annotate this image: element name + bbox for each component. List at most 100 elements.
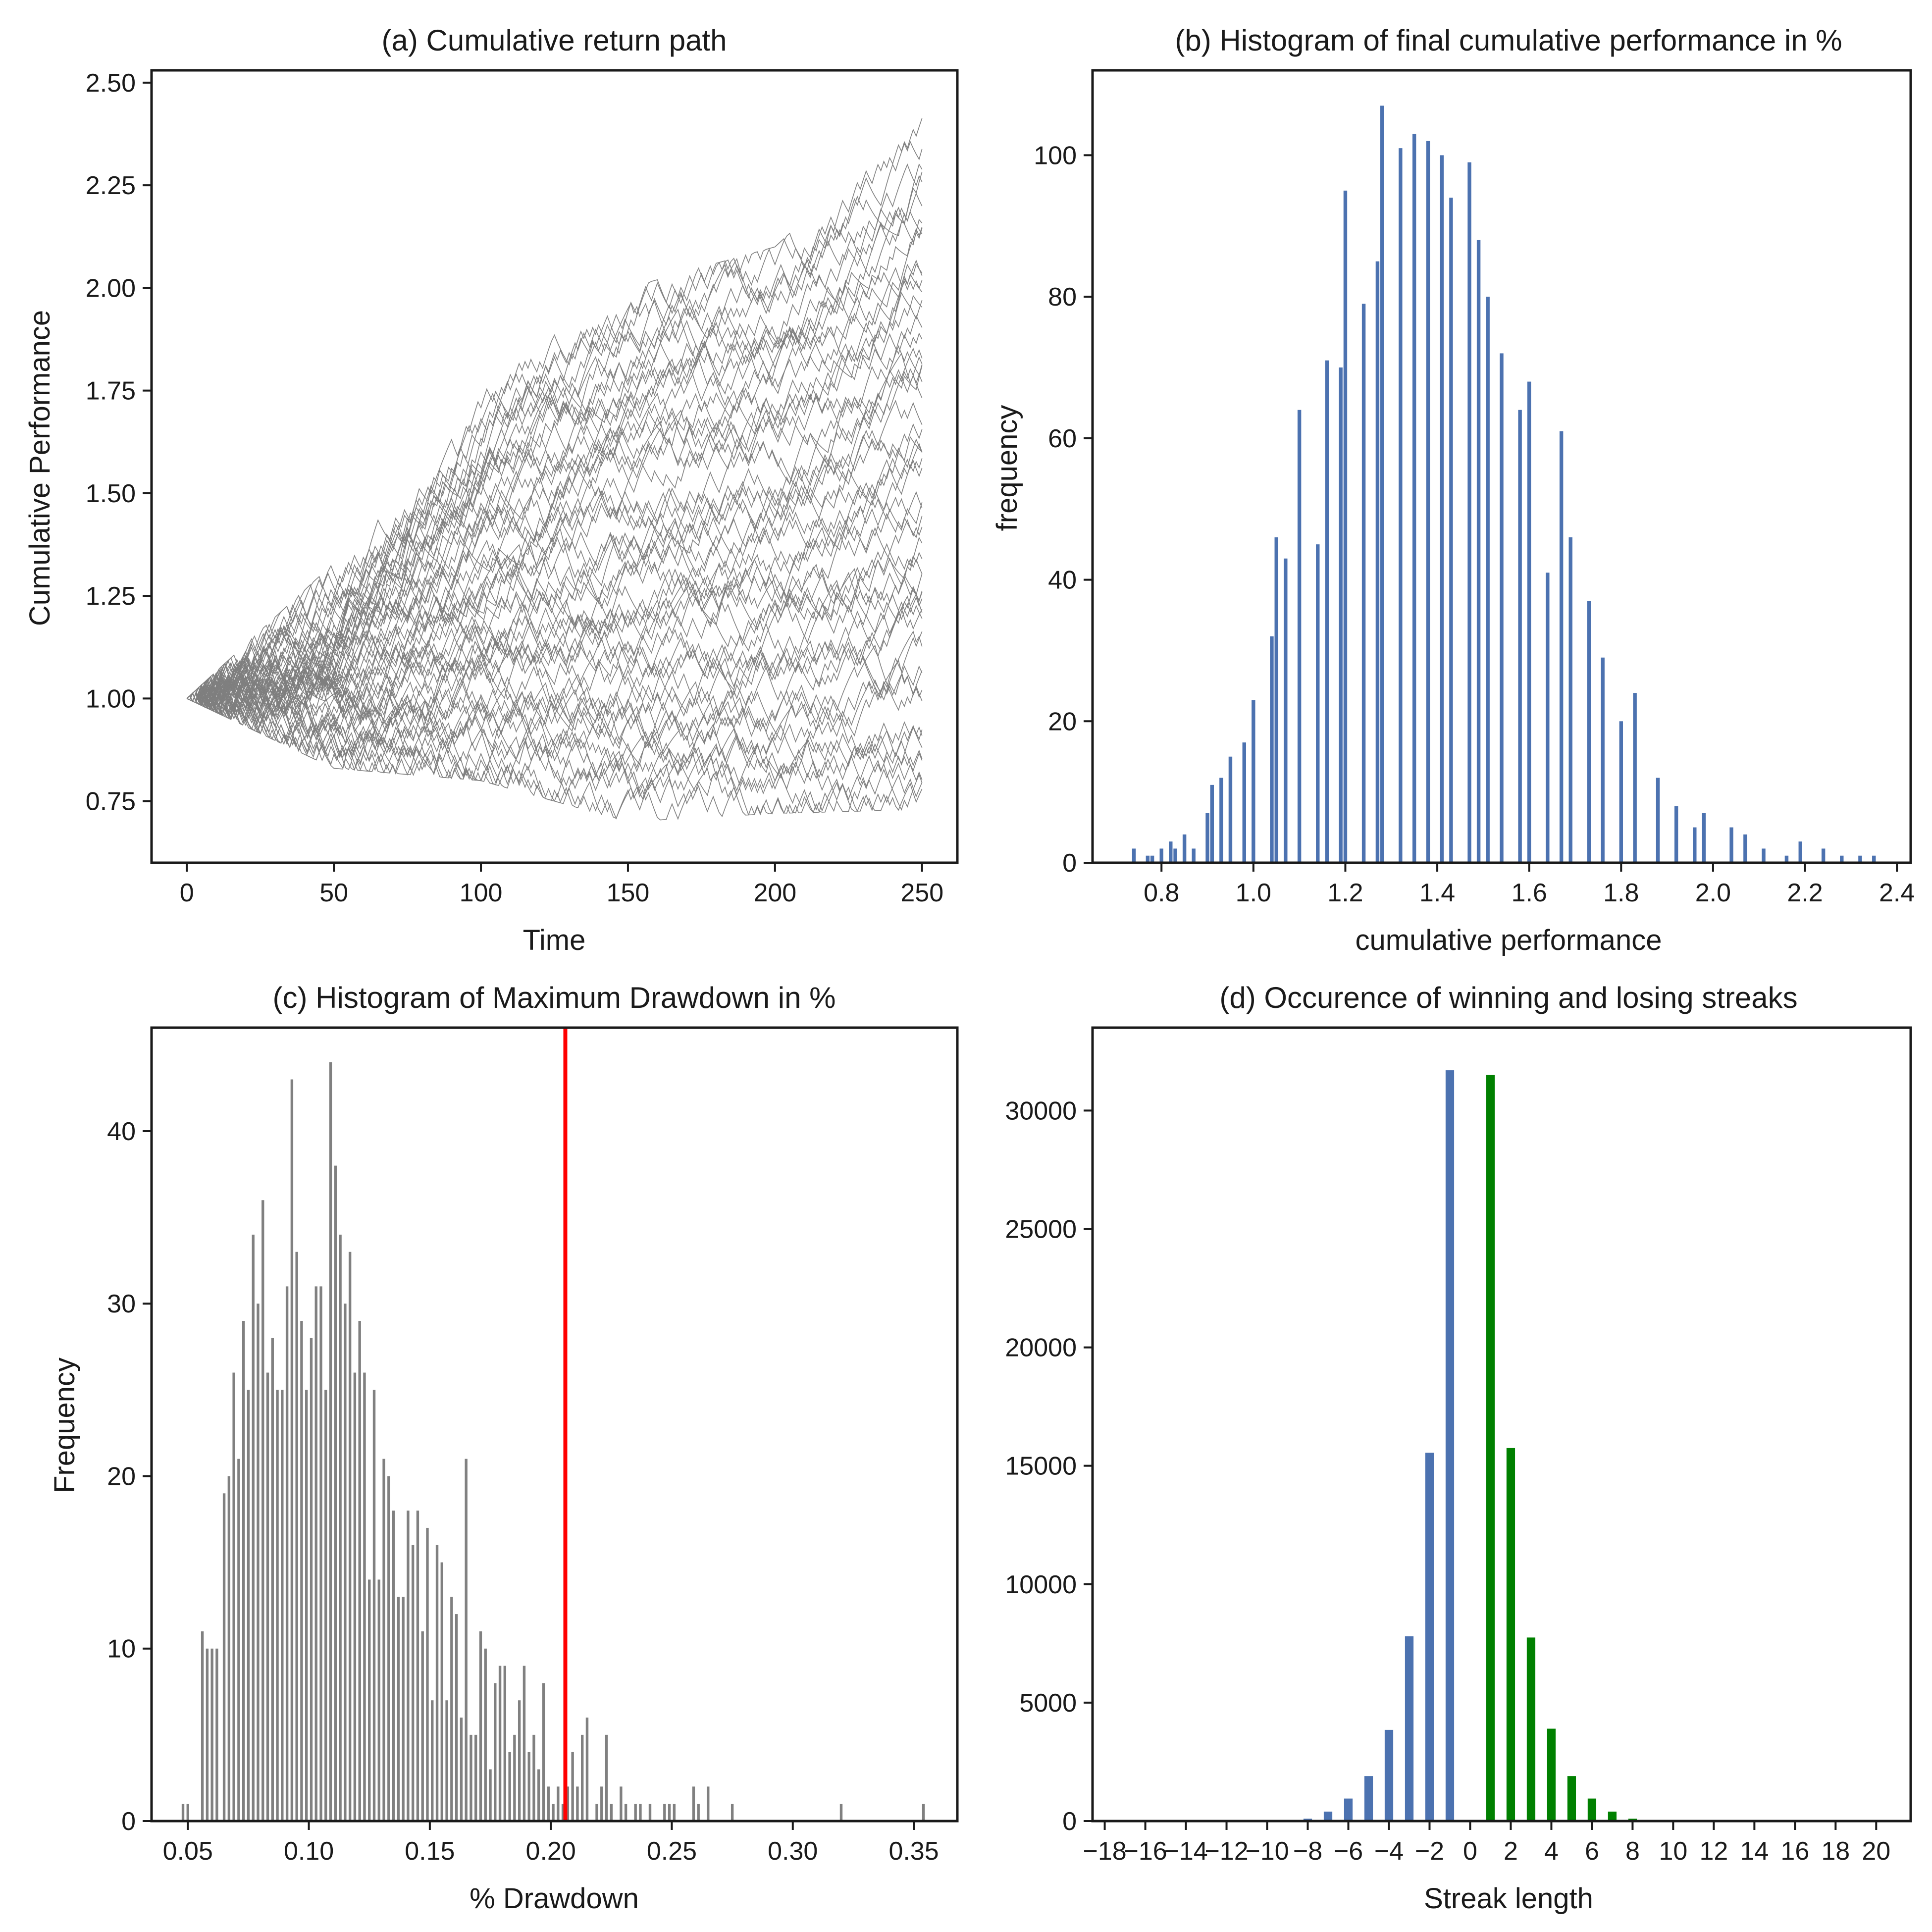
- panel-b-bar: [1500, 353, 1504, 863]
- panel-c-bar: [610, 1804, 613, 1821]
- panel-a-path-series: [186, 218, 923, 702]
- panel-b-bar: [1693, 827, 1697, 863]
- panel-a-path-series: [186, 681, 923, 796]
- panel-d-title: (d) Occurence of winning and losing stre…: [1219, 981, 1797, 1014]
- panel-d-bars: [1303, 1070, 1637, 1821]
- panel-a-path-series: [186, 689, 923, 811]
- panel-c-bar: [387, 1476, 390, 1821]
- panel-b-xtick-label: 1.8: [1603, 879, 1639, 907]
- panel-b-xtick-label: 1.4: [1419, 879, 1455, 907]
- panel-c-bar: [300, 1321, 303, 1821]
- panel-d-xtick-label: 4: [1544, 1837, 1559, 1866]
- panel-c-bar: [421, 1631, 424, 1821]
- panel-a-path-series: [186, 260, 923, 715]
- panel-c-bar: [271, 1338, 274, 1821]
- panel-c-title: (c) Histogram of Maximum Drawdown in %: [273, 981, 836, 1014]
- panel-a-path-series: [186, 163, 923, 718]
- panel-a-path-series: [186, 210, 923, 708]
- panel-a-path-series: [186, 347, 923, 708]
- panel-c-bar: [620, 1786, 623, 1821]
- panel-c-ytick-label: 40: [107, 1117, 136, 1146]
- panel-a-path-series: [186, 558, 923, 716]
- panel-a-cumulative-return-path: (a) Cumulative return path Time Cumulati…: [24, 24, 959, 956]
- panel-c-bar: [281, 1390, 284, 1821]
- panel-d-frame: [1091, 1026, 1912, 1823]
- panel-a-xtick-label: 200: [753, 879, 796, 907]
- panel-c-bar: [435, 1545, 439, 1821]
- panel-a-path-series: [186, 557, 923, 733]
- panel-b-bar: [1872, 855, 1876, 863]
- panel-a-path-series: [186, 314, 923, 714]
- panel-c-bar: [266, 1372, 269, 1821]
- panel-a-lines: [186, 118, 923, 821]
- panel-b-bar: [1587, 601, 1591, 863]
- panel-c-bar: [416, 1511, 419, 1821]
- panel-c-bar: [494, 1683, 497, 1821]
- panel-c-bar: [445, 1700, 448, 1821]
- panel-d-xtick-label: −6: [1334, 1837, 1363, 1866]
- panel-d-streak-occurrence: (d) Occurence of winning and losing stre…: [1005, 981, 1912, 1915]
- panel-d-bar-losing-streaks: [1364, 1776, 1373, 1821]
- panel-c-bar: [348, 1252, 352, 1821]
- panel-c-bar: [470, 1734, 472, 1821]
- panel-c-xtick-label: 0.10: [284, 1837, 334, 1866]
- panel-d-xtick-label: 12: [1699, 1837, 1728, 1866]
- panel-c-bar: [663, 1804, 666, 1821]
- panel-c-bar: [450, 1597, 453, 1821]
- panel-c-bar: [571, 1752, 574, 1821]
- panel-c-bar: [484, 1648, 487, 1821]
- panel-a-path-series: [186, 519, 923, 720]
- panel-d-xlabel: Streak length: [1424, 1882, 1593, 1915]
- panel-a-path-series: [186, 332, 923, 711]
- panel-d-bar-losing-streaks: [1445, 1070, 1455, 1821]
- panel-a-path-series: [186, 630, 923, 766]
- panel-c-bar: [382, 1459, 385, 1821]
- panel-a-ticks: 0 50 100 150 200 250 0.75 1.00 1.25 1.50 1.75 2.00 2…: [86, 69, 943, 907]
- panel-a-path-series: [186, 207, 923, 702]
- panel-a-path-series: [186, 273, 923, 702]
- panel-b-bar: [1325, 360, 1329, 863]
- panel-c-bar: [489, 1769, 492, 1821]
- panel-b-bar: [1339, 367, 1343, 863]
- panel-c-bar: [257, 1304, 260, 1821]
- panel-b-bar: [1252, 700, 1255, 863]
- panel-d-xtick-label: 8: [1625, 1837, 1640, 1866]
- panel-c-bar: [692, 1786, 695, 1821]
- panel-a-xlabel: Time: [523, 924, 586, 956]
- panel-c-bar: [276, 1390, 279, 1821]
- panel-c-bar: [402, 1597, 405, 1821]
- panel-b-bar: [1440, 155, 1444, 863]
- panel-c-bar: [460, 1718, 463, 1821]
- panel-c-bar: [634, 1804, 637, 1821]
- panel-a-path-series: [186, 673, 923, 774]
- panel-c-ylabel: Frequency: [49, 1358, 81, 1493]
- panel-a-path-series: [186, 644, 923, 769]
- panel-c-bar: [206, 1648, 209, 1821]
- panel-a-path-series: [186, 513, 923, 705]
- panel-d-ytick-label: 0: [1062, 1807, 1077, 1836]
- panel-d-bar-losing-streaks: [1344, 1798, 1353, 1821]
- panel-c-bar: [561, 1804, 565, 1821]
- panel-b-bar: [1467, 162, 1471, 863]
- panel-c-bar: [600, 1786, 603, 1821]
- panel-a-path-series: [186, 593, 923, 748]
- panel-c-bar: [411, 1545, 415, 1821]
- panel-d-ytick-label: 20000: [1005, 1334, 1077, 1362]
- panel-b-bar: [1284, 558, 1288, 863]
- panel-b-bars: [1132, 105, 1876, 863]
- panel-b-bar: [1840, 855, 1844, 863]
- panel-c-bar: [697, 1804, 700, 1821]
- panel-d-bar-losing-streaks: [1323, 1811, 1333, 1821]
- panel-c-bar: [372, 1390, 376, 1821]
- panel-b-bar: [1656, 778, 1660, 863]
- panel-c-bar: [310, 1338, 313, 1821]
- panel-b-bar: [1784, 855, 1789, 863]
- panel-c-bar: [605, 1734, 608, 1821]
- panel-a-ytick-label: 1.50: [86, 479, 136, 508]
- panel-a-path-series: [186, 171, 923, 699]
- panel-b-final-performance-histogram: (b) Histogram of final cumulative perfor…: [991, 24, 1915, 956]
- panel-d-xtick-label: 10: [1659, 1837, 1687, 1866]
- panel-b-bar: [1380, 105, 1384, 863]
- panel-b-ytick-label: 20: [1048, 707, 1077, 736]
- panel-b-bar: [1228, 756, 1233, 863]
